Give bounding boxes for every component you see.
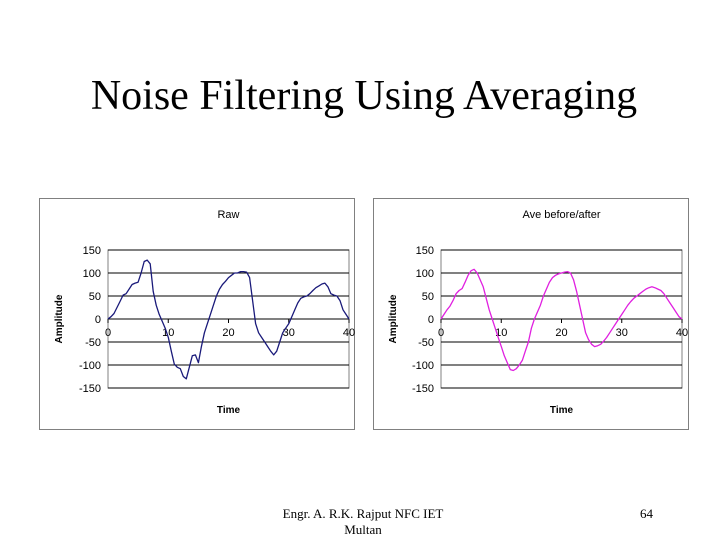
x-tick-label: 0 — [105, 327, 111, 339]
x-tick-label: 0 — [438, 327, 444, 339]
y-tick-label: 150 — [83, 245, 101, 257]
series-line — [107, 259, 350, 380]
average-chart: Ave before/after 150 100 50 0 -50 -100 -150 0 10 2… — [373, 198, 689, 430]
y-tick-label: 100 — [416, 268, 434, 280]
y-tick-label: -150 — [412, 383, 434, 395]
y-tick-label: 50 — [422, 291, 434, 303]
y-tick-label: 0 — [95, 314, 101, 326]
page-number: 64 — [640, 506, 653, 521]
y-tick-label: -150 — [79, 383, 101, 395]
x-axis-label: Time — [217, 405, 241, 416]
y-axis-label: Amplitude — [388, 294, 399, 343]
x-tick-label: 30 — [283, 327, 295, 339]
y-tick-label: -100 — [79, 360, 101, 372]
y-tick-label: 150 — [416, 245, 434, 257]
y-tick-label: -50 — [418, 337, 434, 349]
chart-title: Ave before/after — [522, 209, 600, 221]
x-tick-label: 40 — [343, 327, 355, 339]
y-tick-label: -100 — [412, 360, 434, 372]
chart-title: Raw — [217, 209, 239, 221]
y-tick-label: 0 — [428, 314, 434, 326]
footer-author: Engr. A. R.K. Rajput NFC IET Multan — [282, 506, 444, 537]
raw-chart: Raw 150 100 50 0 -50 -100 -150 0 10 20 30 40 Time Ampl… — [39, 198, 355, 430]
x-tick-label: 20 — [222, 327, 234, 339]
y-tick-label: -50 — [85, 337, 101, 349]
series-line — [440, 268, 683, 372]
y-tick-label: 50 — [89, 291, 101, 303]
x-tick-label: 40 — [676, 327, 688, 339]
y-axis-label: Amplitude — [54, 294, 65, 343]
x-tick-label: 20 — [555, 327, 567, 339]
x-tick-label: 30 — [616, 327, 628, 339]
x-axis-label: Time — [550, 405, 574, 416]
y-tick-label: 100 — [83, 268, 101, 280]
slide-title: Noise Filtering Using Averaging — [90, 73, 638, 119]
